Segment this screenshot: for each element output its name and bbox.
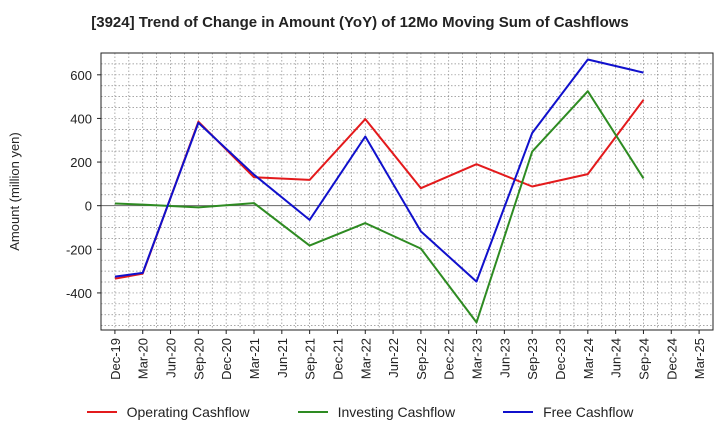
legend-item-free-cashflow: Free Cashflow [503, 404, 633, 420]
y-tick-label: 400 [70, 111, 92, 126]
legend-item-investing-cashflow: Investing Cashflow [297, 404, 456, 420]
x-tick-label: Sep-22 [414, 338, 429, 380]
y-axis-label: Amount (million yen) [7, 132, 22, 251]
x-tick-label: Jun-22 [386, 338, 401, 378]
x-tick-label: Dec-21 [330, 338, 345, 380]
x-tick-label: Sep-24 [636, 338, 651, 380]
x-tick-label: Mar-23 [470, 338, 485, 379]
x-tick-label: Dec-22 [442, 338, 457, 380]
x-tick-label: Dec-24 [664, 338, 679, 380]
x-tick-label: Mar-22 [358, 338, 373, 379]
y-tick-label: 600 [70, 68, 92, 83]
x-tick-label: Jun-24 [609, 338, 624, 378]
x-tick-label: Sep-20 [191, 338, 206, 380]
y-tick-label: 0 [85, 199, 92, 214]
x-tick-label: Mar-24 [581, 338, 596, 379]
legend-swatch [503, 411, 534, 413]
y-tick-label: 200 [70, 155, 92, 170]
legend-swatch [86, 411, 117, 413]
series-lines [114, 58, 645, 324]
chart-title: [3924] Trend of Change in Amount (YoY) o… [91, 14, 629, 31]
x-tick-label: Mar-21 [247, 338, 262, 379]
x-tick-label: Jun-21 [275, 338, 290, 378]
x-tick-label: Mar-25 [692, 338, 707, 379]
x-tick-label: Jun-20 [164, 338, 179, 378]
legend-label: Investing Cashflow [337, 404, 456, 420]
plot-frame [100, 52, 714, 331]
legend-swatch [297, 411, 328, 413]
free-cashflow-line [114, 58, 644, 283]
x-tick-label: Sep-23 [525, 338, 540, 380]
y-tick-label: -400 [66, 286, 92, 301]
x-tick-label: Sep-21 [303, 338, 318, 380]
legend-item-operating-cashflow: Operating Cashflow [86, 404, 250, 420]
x-tick-label: Mar-20 [136, 338, 151, 379]
y-tick-label: -200 [66, 242, 92, 257]
legend: Operating Cashflow Investing Cashflow Free… [0, 404, 720, 420]
axis-labels: -400 -200 0 200 400 600 Dec-19 Mar-20 Jun-20 Sep-… [7, 68, 707, 380]
x-tick-label: Dec-19 [108, 338, 123, 380]
legend-label: Operating Cashflow [126, 404, 250, 420]
x-tick-label: Dec-23 [553, 338, 568, 380]
grid-lines [101, 52, 713, 330]
x-tick-label: Jun-23 [497, 338, 512, 378]
x-tick-label: Dec-20 [219, 338, 234, 380]
legend-label: Free Cashflow [543, 404, 634, 420]
investing-cashflow-line [114, 90, 645, 324]
